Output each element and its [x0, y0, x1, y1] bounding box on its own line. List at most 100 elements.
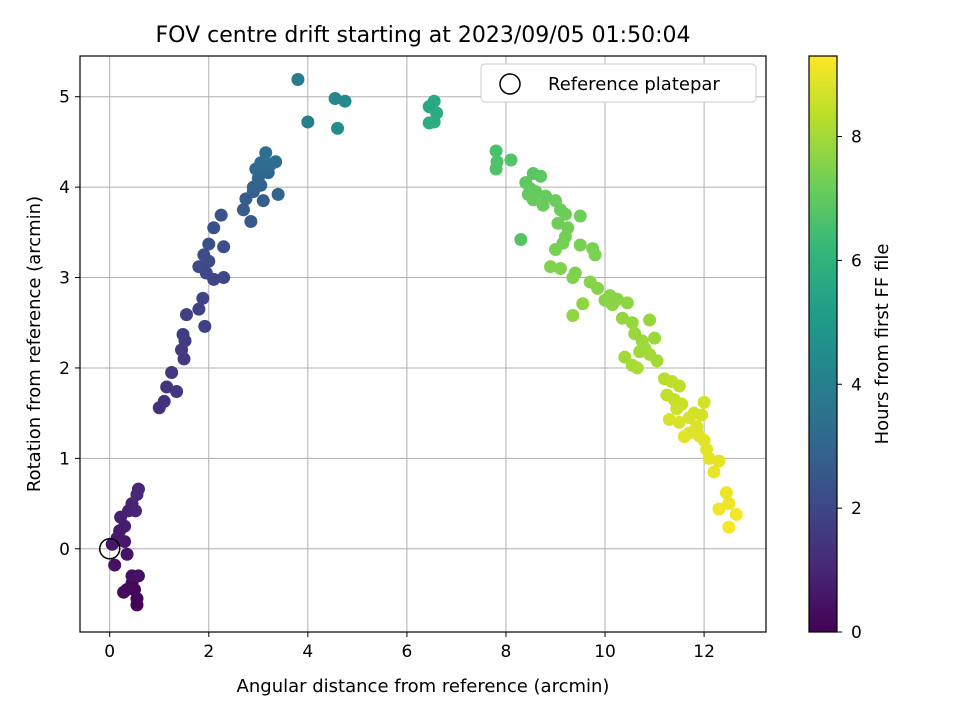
data-point: [722, 520, 736, 534]
data-point: [697, 395, 711, 409]
colorbar-tick-label: 2: [851, 499, 862, 519]
data-point: [620, 296, 634, 310]
data-point: [117, 585, 131, 599]
data-point: [591, 281, 605, 295]
data-point: [256, 194, 270, 208]
data-point: [160, 380, 174, 394]
data-point: [536, 198, 550, 212]
data-point: [662, 413, 676, 427]
data-point: [534, 169, 548, 183]
data-point: [605, 298, 619, 312]
data-point: [196, 291, 210, 305]
data-point: [633, 345, 647, 359]
data-point: [331, 121, 345, 135]
y-tick-label: 1: [59, 449, 70, 469]
colorbar: 0 2 4 6 8 Hours from first FF file: [808, 55, 893, 643]
colorbar-tick-label: 6: [851, 251, 862, 271]
x-tick-label: 8: [501, 642, 512, 662]
y-tick-label: 4: [59, 178, 70, 198]
data-point: [672, 415, 686, 429]
data-point: [131, 569, 145, 583]
data-point: [630, 361, 644, 375]
x-axis-label: Angular distance from reference (arcmin): [237, 676, 610, 697]
colorbar-tick-label: 8: [851, 128, 862, 148]
data-point: [504, 153, 518, 167]
data-point: [712, 454, 726, 468]
data-point: [548, 243, 562, 257]
legend: Reference platepar: [480, 63, 757, 103]
data-point: [648, 331, 662, 345]
data-point: [259, 146, 273, 160]
legend-box: [480, 63, 757, 103]
data-point: [677, 430, 691, 444]
data-point: [120, 547, 134, 561]
data-point: [131, 482, 145, 496]
data-point: [170, 384, 184, 398]
data-point: [702, 451, 716, 465]
data-point: [615, 311, 629, 325]
x-tick-label: 0: [104, 642, 115, 662]
data-point: [682, 411, 696, 425]
data-point: [672, 379, 686, 393]
data-point: [236, 203, 250, 217]
data-point: [338, 94, 352, 108]
x-tick-label: 12: [693, 642, 715, 662]
data-point: [207, 221, 221, 235]
data-point: [202, 237, 216, 251]
data-point: [198, 319, 212, 333]
data-point: [328, 91, 342, 105]
data-point: [670, 402, 684, 416]
data-point: [179, 308, 193, 322]
data-point: [192, 302, 206, 316]
x-tick-label: 2: [203, 642, 214, 662]
x-tick-label: 6: [401, 642, 412, 662]
data-point: [576, 297, 590, 311]
data-points: [98, 73, 743, 612]
data-point: [271, 187, 285, 201]
data-point: [695, 408, 709, 422]
data-point: [566, 309, 580, 323]
colorbar-label: Hours from first FF file: [872, 244, 893, 445]
data-point: [244, 214, 258, 228]
colorbar-tick-label: 4: [851, 375, 862, 395]
y-axis-ticks: 0 1 2 3 4 5: [59, 88, 80, 560]
data-point: [722, 497, 736, 511]
legend-label: Reference platepar: [548, 74, 720, 95]
data-point: [625, 316, 639, 330]
data-point: [128, 504, 142, 518]
data-point: [514, 233, 528, 247]
data-point: [588, 248, 602, 262]
data-point: [526, 193, 540, 207]
colorbar-tick-label: 0: [851, 623, 862, 643]
data-point: [192, 260, 206, 274]
data-point: [489, 144, 503, 158]
y-tick-label: 0: [59, 540, 70, 560]
data-point: [108, 558, 122, 572]
data-point: [643, 313, 657, 327]
data-point: [707, 465, 721, 479]
colorbar-gradient: [808, 55, 838, 633]
data-point: [269, 155, 283, 169]
x-tick-label: 4: [302, 642, 313, 662]
data-point: [165, 365, 179, 379]
data-point: [157, 394, 171, 408]
data-point: [254, 156, 268, 170]
data-point: [176, 328, 190, 342]
y-axis-label: Rotation from reference (arcmin): [24, 196, 45, 492]
data-point: [553, 261, 567, 275]
reference-platepar-marker: [98, 538, 121, 560]
colorbar-ticks: 0 2 4 6 8: [837, 128, 862, 643]
plot-frame: [79, 55, 767, 633]
y-tick-label: 3: [59, 269, 70, 289]
data-point: [427, 115, 441, 129]
data-point: [573, 238, 587, 252]
y-tick-label: 2: [59, 359, 70, 379]
data-point: [566, 271, 580, 285]
data-point: [551, 216, 565, 230]
data-point: [489, 162, 503, 176]
data-point: [573, 209, 587, 223]
x-tick-label: 10: [594, 642, 616, 662]
data-point: [558, 207, 572, 221]
x-axis-ticks: 0 2 4 6 8 10 12: [104, 632, 715, 662]
